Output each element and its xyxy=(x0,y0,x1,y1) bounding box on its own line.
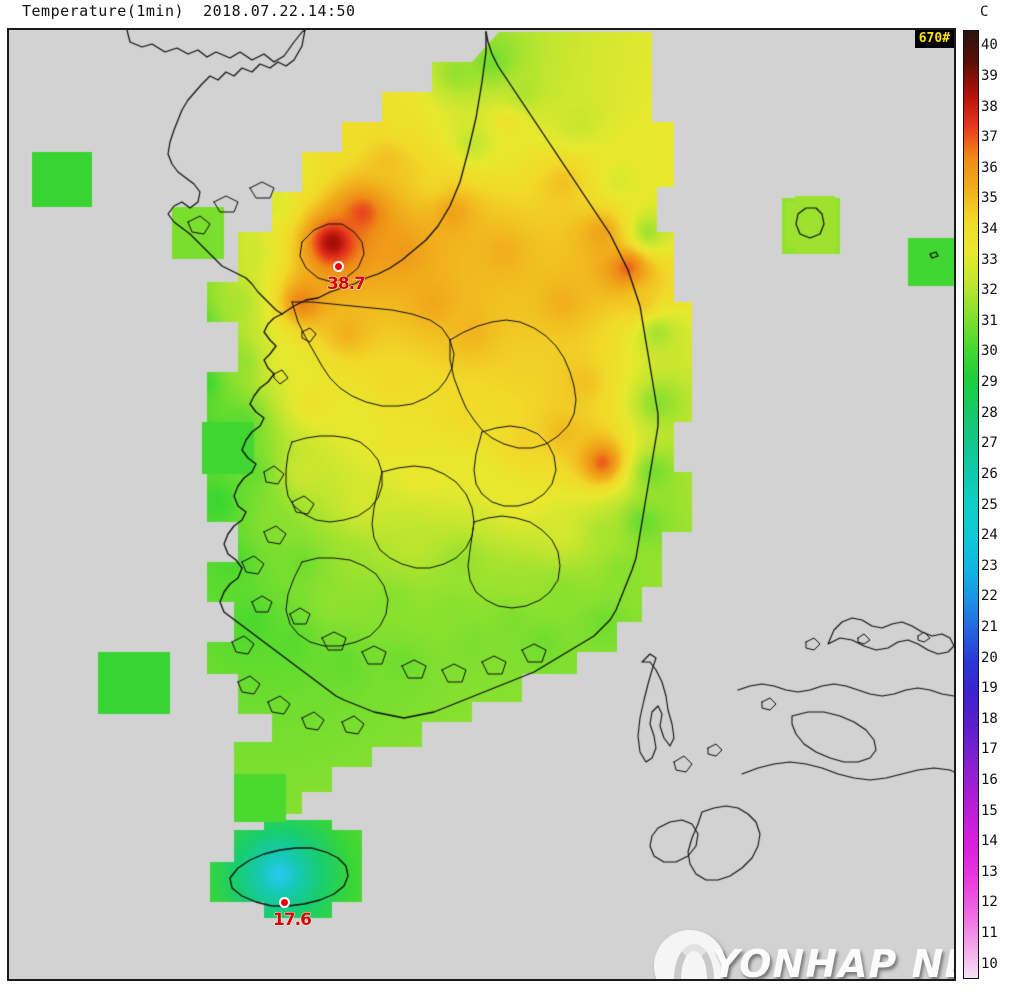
color-scale-ticks: 40 39 38 37 36 35 34 33 32 31 30 29 28 27 26 25 24 23 22 21… xyxy=(981,28,1023,981)
color-scale-tick: 14 xyxy=(981,833,998,850)
color-scale: C 40 39 38 37 36 35 34 33 32 31 30 29 28 27 26 25 24 23 22… xyxy=(962,4,1024,981)
color-scale-tick: 38 xyxy=(981,98,998,115)
color-scale-tick: 10 xyxy=(981,955,998,972)
color-scale-tick: 11 xyxy=(981,925,998,942)
page-title: Temperature(1min) 2018.07.22.14:50 xyxy=(22,2,356,20)
color-scale-tick: 15 xyxy=(981,802,998,819)
color-scale-tick: 24 xyxy=(981,527,998,544)
temperature-heatmap-canvas[interactable] xyxy=(9,30,954,979)
color-scale-tick: 20 xyxy=(981,649,998,666)
color-scale-bar[interactable] xyxy=(963,30,979,979)
color-scale-tick: 22 xyxy=(981,588,998,605)
color-scale-tick: 23 xyxy=(981,557,998,574)
color-scale-tick: 35 xyxy=(981,190,998,207)
station-dot-icon xyxy=(333,261,344,272)
color-scale-tick: 21 xyxy=(981,618,998,635)
color-scale-tick: 28 xyxy=(981,404,998,421)
color-scale-tick: 27 xyxy=(981,435,998,452)
station-value-label: 17.6 xyxy=(273,910,312,930)
color-scale-tick: 32 xyxy=(981,282,998,299)
color-scale-tick: 25 xyxy=(981,496,998,513)
color-scale-tick: 30 xyxy=(981,343,998,360)
color-scale-tick: 39 xyxy=(981,67,998,84)
color-scale-tick: 36 xyxy=(981,159,998,176)
map-frame[interactable]: 38.7 17.6 670# YONHAP NEWS xyxy=(7,28,956,981)
color-scale-tick: 40 xyxy=(981,37,998,54)
color-scale-tick: 13 xyxy=(981,863,998,880)
color-scale-tick: 34 xyxy=(981,220,998,237)
color-scale-tick: 17 xyxy=(981,741,998,758)
color-scale-unit-label: C xyxy=(980,4,989,20)
station-dot-icon xyxy=(279,897,290,908)
color-scale-tick: 29 xyxy=(981,374,998,391)
color-scale-tick: 33 xyxy=(981,251,998,268)
color-scale-tick: 16 xyxy=(981,772,998,789)
color-scale-tick: 37 xyxy=(981,129,998,146)
color-scale-tick: 19 xyxy=(981,680,998,697)
station-value-label: 38.7 xyxy=(327,274,366,294)
station-count-badge: 670# xyxy=(914,30,954,48)
color-scale-tick: 31 xyxy=(981,312,998,329)
color-scale-tick: 26 xyxy=(981,465,998,482)
color-scale-tick: 18 xyxy=(981,710,998,727)
color-scale-tick: 12 xyxy=(981,894,998,911)
